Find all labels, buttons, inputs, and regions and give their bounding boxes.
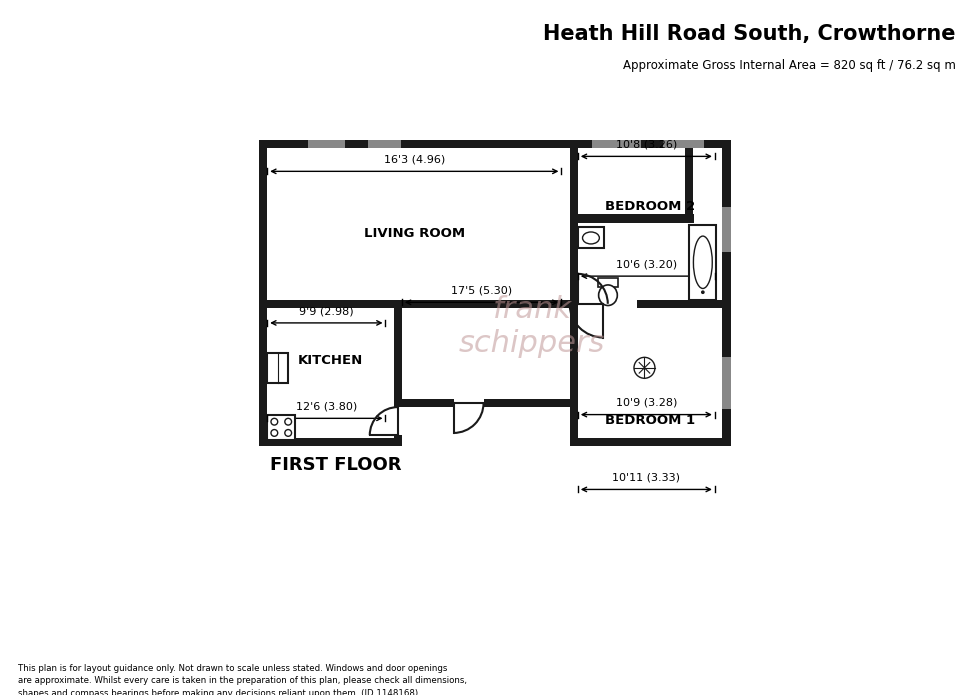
Text: 12'6 (3.80): 12'6 (3.80) [296,402,357,411]
Bar [394,407,402,446]
Bar [394,399,578,407]
Text: Heath Hill Road South, Crowthorne: Heath Hill Road South, Crowthorne [543,24,956,44]
Text: Approximate Gross Internal Area = 820 sq ft / 76.2 sq m: Approximate Gross Internal Area = 820 sq… [622,59,956,72]
Text: FIRST FLOOR: FIRST FLOOR [270,456,402,474]
Bar [308,140,345,148]
Circle shape [285,430,292,436]
Text: KITCHEN: KITCHEN [298,354,363,367]
Text: 10'6 (3.20): 10'6 (3.20) [615,259,677,270]
Bar [685,140,693,222]
Bar [268,353,288,383]
Circle shape [271,430,277,436]
Text: BEDROOM 1: BEDROOM 1 [605,414,695,427]
Bar [604,300,637,312]
Bar [569,214,694,222]
Bar [259,147,268,446]
Bar [663,140,705,148]
Circle shape [634,357,655,378]
Bar [592,140,641,148]
Circle shape [701,291,705,294]
Bar [598,279,618,286]
Bar [268,416,295,440]
Text: 10'11 (3.33): 10'11 (3.33) [612,473,680,483]
Bar [569,308,578,399]
Text: 9'9 (2.98): 9'9 (2.98) [299,306,354,316]
Circle shape [271,418,277,425]
Ellipse shape [694,236,712,288]
Bar [454,399,483,411]
Bar [722,357,730,409]
Bar [722,147,730,446]
Bar [259,140,730,148]
Bar [259,438,402,446]
Text: 17'5 (5.30): 17'5 (5.30) [451,286,513,295]
Bar [394,308,402,399]
Bar [569,438,730,446]
Ellipse shape [599,285,617,306]
Text: LIVING ROOM: LIVING ROOM [364,227,465,240]
Bar [722,207,730,252]
Text: BEDROOM 2: BEDROOM 2 [605,200,695,213]
Bar [569,407,578,446]
Bar [578,227,604,248]
Text: 16'3 (4.96): 16'3 (4.96) [384,154,445,165]
Text: This plan is for layout guidance only. Not drawn to scale unless stated. Windows: This plan is for layout guidance only. N… [18,664,466,695]
Bar [569,300,730,308]
Ellipse shape [582,232,600,244]
Circle shape [285,418,292,425]
Bar [578,300,608,312]
Text: 10'9 (3.28): 10'9 (3.28) [615,398,677,408]
Bar [569,140,578,308]
Bar [259,300,578,308]
Text: 10'8 (3.26): 10'8 (3.26) [615,140,677,149]
Text: frank
schippers: frank schippers [459,295,606,358]
Bar [368,140,401,148]
Bar [390,407,402,435]
Bar [689,225,716,300]
